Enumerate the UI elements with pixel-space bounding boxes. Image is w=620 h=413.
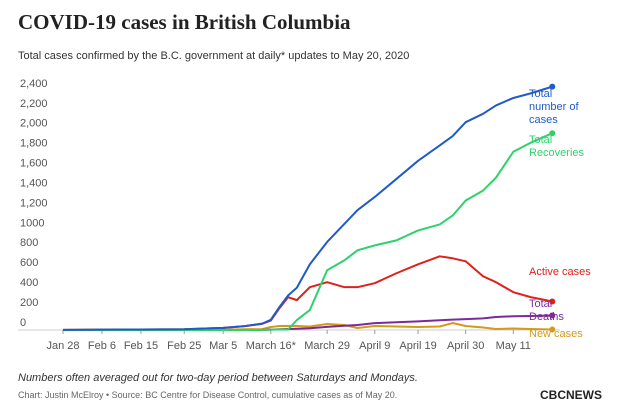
x-tick-label: March 16* <box>246 340 297 352</box>
series-line <box>62 85 553 331</box>
x-tick-label: April 30 <box>447 340 484 352</box>
series-label: Total Recoveries <box>529 134 585 159</box>
end-dot <box>549 326 556 333</box>
end-dot <box>549 83 556 90</box>
chart-title: COVID-19 cases in British Columbia <box>18 10 351 34</box>
subtitle: Total cases confirmed by the B.C. govern… <box>18 50 410 62</box>
y-tick-label: 2,000 <box>20 118 48 130</box>
y-tick-label: 800 <box>20 237 38 249</box>
y-tick-label: 400 <box>20 277 38 289</box>
y-tick-label: 0 <box>20 317 26 329</box>
end-dot <box>549 312 556 319</box>
y-tick-label: 2,200 <box>20 98 48 110</box>
series-label: Active cases <box>529 266 591 278</box>
note: Numbers often averaged out for two-day p… <box>18 372 418 384</box>
x-tick-label: Mar 5 <box>209 340 237 352</box>
series-label: Total number of cases <box>529 88 579 126</box>
series-label: New cases <box>529 328 583 340</box>
x-tick-label: April 19 <box>399 340 436 352</box>
end-dot <box>549 130 556 137</box>
series-line <box>63 132 553 331</box>
y-tick-label: 600 <box>20 257 38 269</box>
series-label: Total Deaths <box>529 298 564 323</box>
y-tick-label: 2,400 <box>20 78 48 90</box>
x-tick-label: March 29 <box>304 340 350 352</box>
x-tick-label: May 11 <box>496 340 531 352</box>
y-tick-label: 1,400 <box>20 177 48 189</box>
x-tick-label: April 9 <box>359 340 390 352</box>
x-tick-label: Feb 6 <box>88 340 116 352</box>
y-tick-label: 1,800 <box>20 138 48 150</box>
x-tick-label: Feb 25 <box>167 340 201 352</box>
logo: CBCNEWS <box>540 388 602 402</box>
x-tick-label: Jan 28 <box>46 340 79 352</box>
y-tick-label: 200 <box>20 297 38 309</box>
end-dot <box>549 298 556 305</box>
x-tick-label: Feb 15 <box>124 340 158 352</box>
y-tick-label: 1000 <box>20 217 44 229</box>
y-tick-label: 1,200 <box>20 197 48 209</box>
credit: Chart: Justin McElroy • Source: BC Centr… <box>18 390 398 400</box>
y-tick-label: 1,600 <box>20 158 48 170</box>
